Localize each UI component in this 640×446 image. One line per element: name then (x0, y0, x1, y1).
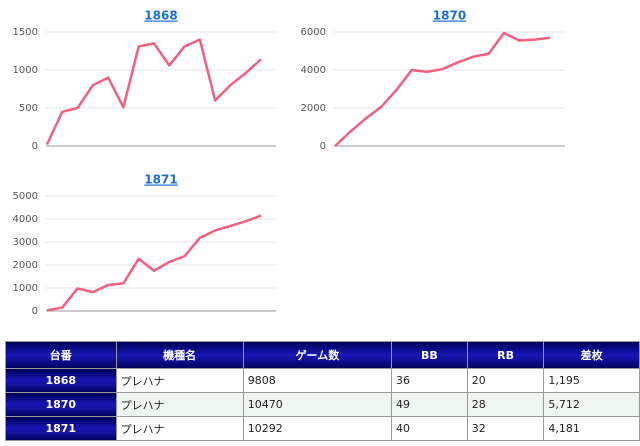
y-tick-label: 0 (32, 141, 38, 152)
row-header: 1871 (5, 416, 117, 441)
y-tick-label: 4000 (13, 214, 38, 225)
table-cell: 10292 (242, 416, 393, 441)
y-tick-label: 1000 (13, 283, 38, 294)
table-cell: 49 (391, 392, 468, 417)
header-cell: 差枚 (543, 341, 640, 369)
data-table: 台番 機種名 ゲーム数 BB RB 差枚 1868 プレハナ 9808 36 20 1,1… (5, 341, 640, 441)
table-cell: 32 (466, 416, 545, 441)
table-cell: 10470 (242, 392, 393, 417)
table-row: 1870 プレハナ 10470 49 28 5,712 (5, 392, 640, 417)
header-row: 台番 機種名 ゲーム数 BB RB 差枚 (5, 341, 640, 369)
table-cell: 40 (391, 416, 468, 441)
table-cell: 28 (466, 392, 545, 417)
table-cell: 4,181 (543, 416, 640, 441)
line (334, 31, 551, 147)
header-cell: ゲーム数 (242, 341, 393, 369)
y-tick-label: 4000 (301, 65, 326, 76)
table-cell: プレハナ (115, 392, 244, 417)
charts: 1868 0 500 1000 1500 1870 0 2000 4000 6000 1871 0 10… (13, 9, 565, 317)
y-tick-label: 1500 (13, 27, 38, 38)
y-tick-label: 2000 (13, 260, 38, 271)
row-header: 1868 (5, 368, 117, 393)
row-header: 1870 (5, 392, 117, 417)
chart-title: 1870 (433, 9, 466, 23)
table-cell: プレハナ (115, 416, 244, 441)
header-cell: 機種名 (115, 341, 244, 369)
table-cell: プレハナ (115, 368, 244, 393)
header-cell: 台番 (5, 341, 117, 369)
y-tick-label: 2000 (301, 103, 326, 114)
table-cell: 36 (391, 368, 468, 393)
y-tick-label: 0 (32, 306, 38, 317)
y-tick-label: 0 (320, 141, 326, 152)
chart-title: 1871 (144, 173, 177, 187)
table-row: 1871 プレハナ 10292 40 32 4,181 (5, 416, 640, 441)
table-cell: 9808 (242, 368, 393, 393)
y-tick-label: 3000 (13, 237, 38, 248)
line (46, 214, 262, 312)
header-cell: RB (466, 341, 545, 369)
y-tick-label: 500 (19, 103, 38, 114)
header-cell: BB (391, 341, 468, 369)
y-tick-label: 6000 (301, 27, 326, 38)
table-cell: 5,712 (543, 392, 640, 417)
line (45, 38, 262, 146)
table-cell: 20 (466, 368, 545, 393)
y-tick-label: 5000 (13, 191, 38, 202)
chart-title: 1868 (144, 9, 177, 23)
table-cell: 1,195 (543, 368, 640, 393)
y-tick-label: 1000 (13, 65, 38, 76)
table-row: 1868 プレハナ 9808 36 20 1,195 (5, 368, 640, 393)
